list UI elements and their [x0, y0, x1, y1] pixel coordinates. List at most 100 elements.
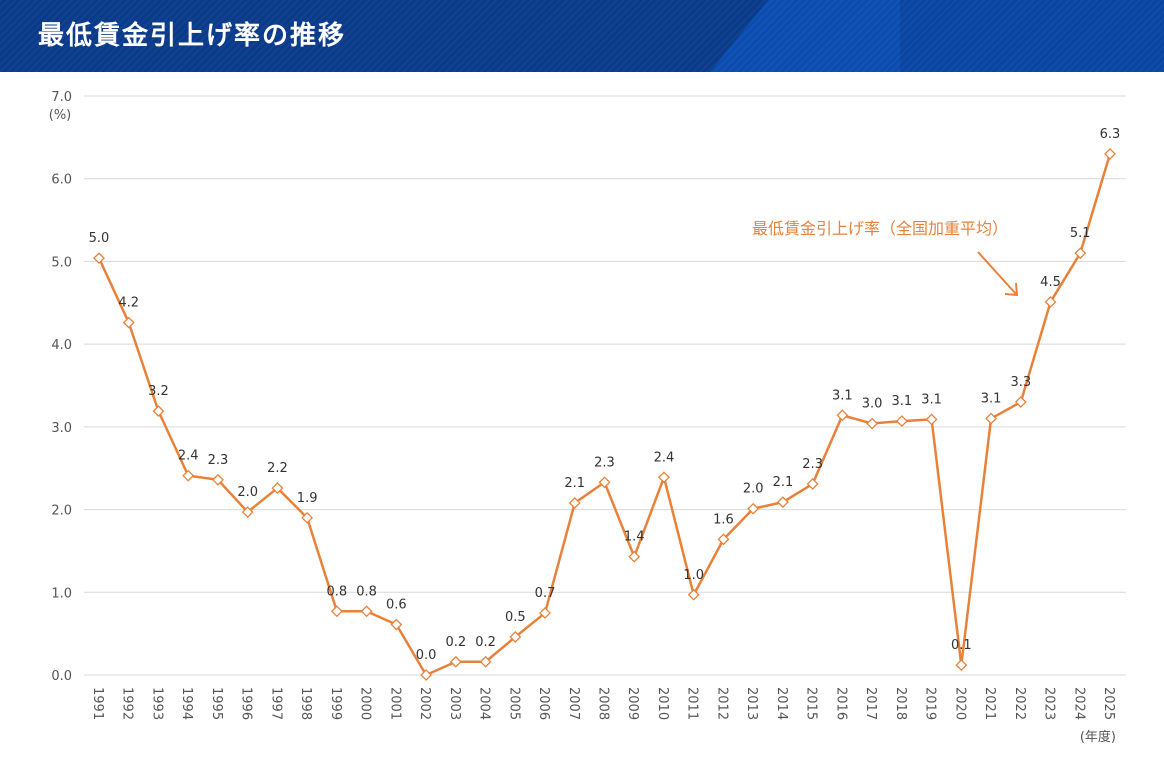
data-point [509, 631, 522, 643]
x-tick-label: 2009 [625, 687, 640, 720]
x-tick-label: 1993 [149, 687, 164, 720]
x-tick-label: 2018 [893, 687, 908, 720]
data-point [836, 409, 849, 422]
header-texture [0, 0, 1164, 72]
data-point [776, 496, 789, 509]
data-label: 0.2 [445, 635, 466, 650]
grid-lines [84, 95, 1126, 676]
data-point [152, 405, 165, 418]
y-tick-label: 7.0 [51, 90, 72, 105]
data-label: 2.1 [564, 476, 585, 491]
x-tick-label: 2006 [536, 687, 551, 720]
data-label: 3.1 [981, 392, 1002, 407]
data-point [628, 550, 641, 563]
data-point [658, 471, 670, 484]
data-point [182, 469, 195, 482]
x-axis-ticks: 1991 1992 1993 1994 1995 1996 1997 1998 1999 2000… [90, 687, 1116, 720]
data-label: 2.3 [208, 453, 229, 468]
data-point [241, 506, 254, 518]
data-label: 2.1 [773, 475, 794, 490]
data-point [93, 252, 105, 265]
data-label: 0.5 [505, 610, 526, 625]
data-point [1074, 247, 1087, 260]
x-tick-label: 2023 [1042, 687, 1057, 720]
data-point [1044, 296, 1057, 308]
x-tick-label: 2004 [477, 687, 492, 720]
data-point [390, 618, 403, 631]
header-decoration [710, 0, 1164, 72]
y-tick-label: 3.0 [51, 421, 72, 436]
data-label: 0.1 [951, 638, 972, 653]
series-annotation: 最低賃金引上げ率（全国加重平均） [752, 219, 1008, 238]
data-label: 4.2 [118, 296, 139, 311]
annotation-arrow [977, 251, 1019, 297]
x-tick-label: 1992 [120, 687, 135, 720]
x-tick-label: 1998 [298, 687, 313, 720]
x-tick-label: 2017 [863, 687, 878, 720]
x-tick-label: 2003 [447, 687, 462, 720]
y-axis-ticks: 0.0 1.0 2.0 3.0 4.0 5.0 6.0 7.0 [51, 90, 72, 684]
data-point [301, 511, 314, 524]
data-label: 1.0 [683, 568, 704, 583]
data-point [420, 669, 433, 681]
arrow-shaft [977, 251, 1017, 295]
x-tick-label: 2022 [1012, 687, 1027, 720]
data-label: 2.0 [743, 482, 764, 497]
x-tick-label: 2002 [417, 687, 432, 720]
data-label: 5.0 [89, 231, 110, 246]
data-point [925, 413, 938, 426]
x-tick-label: 2005 [506, 687, 521, 720]
x-tick-label: 2020 [952, 687, 967, 720]
data-label: 3.1 [921, 392, 942, 407]
data-point [598, 476, 611, 489]
x-tick-label: 1997 [268, 687, 283, 720]
header-banner: 最低賃金引上げ率の推移 [0, 0, 1164, 72]
data-label: 3.3 [1010, 375, 1031, 390]
data-point [985, 412, 997, 425]
data-point [866, 417, 879, 430]
x-tick-label: 2010 [655, 687, 670, 720]
data-label: 0.7 [535, 586, 556, 601]
data-point [717, 533, 730, 546]
data-label: 0.2 [475, 635, 496, 650]
data-point [1104, 147, 1116, 160]
x-tick-label: 1999 [328, 687, 343, 720]
data-label: 5.1 [1070, 226, 1091, 241]
data-point [360, 605, 373, 618]
data-point [122, 316, 135, 329]
data-point [895, 415, 908, 427]
x-tick-label: 1995 [209, 687, 224, 720]
data-label: 1.4 [624, 530, 645, 545]
x-tick-label: 2014 [774, 687, 789, 720]
x-tick-label: 2013 [744, 687, 759, 720]
data-label: 2.3 [802, 457, 823, 472]
y-tick-label: 4.0 [51, 338, 72, 353]
data-label: 3.2 [148, 384, 169, 399]
data-point [449, 655, 462, 668]
x-tick-label: 2016 [833, 687, 848, 720]
data-label: 2.0 [237, 485, 258, 500]
x-tick-label: 2011 [685, 687, 700, 720]
x-tick-label: 2021 [982, 687, 997, 720]
data-point [539, 607, 551, 619]
x-tick-label: 1991 [90, 687, 105, 720]
data-label: 2.4 [178, 449, 199, 464]
data-label: 2.4 [654, 450, 675, 465]
data-point [212, 473, 224, 486]
x-tick-label: 2019 [923, 687, 938, 720]
data-label: 2.2 [267, 461, 288, 476]
y-tick-label: 1.0 [51, 586, 72, 601]
data-label: 2.3 [594, 455, 615, 470]
data-label: 1.9 [297, 491, 318, 506]
y-tick-label: 5.0 [51, 255, 72, 270]
x-tick-label: 2012 [714, 687, 729, 720]
x-tick-label: 2024 [1071, 687, 1086, 720]
data-labels: 5.0 4.2 3.2 2.4 2.3 2.0 2.2 1.9 0.8 0.8 0.6 0.0 0.2 0… [89, 127, 1121, 663]
data-point [271, 482, 284, 494]
data-point [479, 655, 492, 668]
arrow-head [1004, 282, 1019, 297]
y-axis-unit-label: (%) [49, 108, 72, 123]
x-tick-label: 2025 [1101, 687, 1116, 720]
data-label: 1.6 [713, 512, 734, 527]
y-tick-label: 6.0 [51, 173, 72, 188]
